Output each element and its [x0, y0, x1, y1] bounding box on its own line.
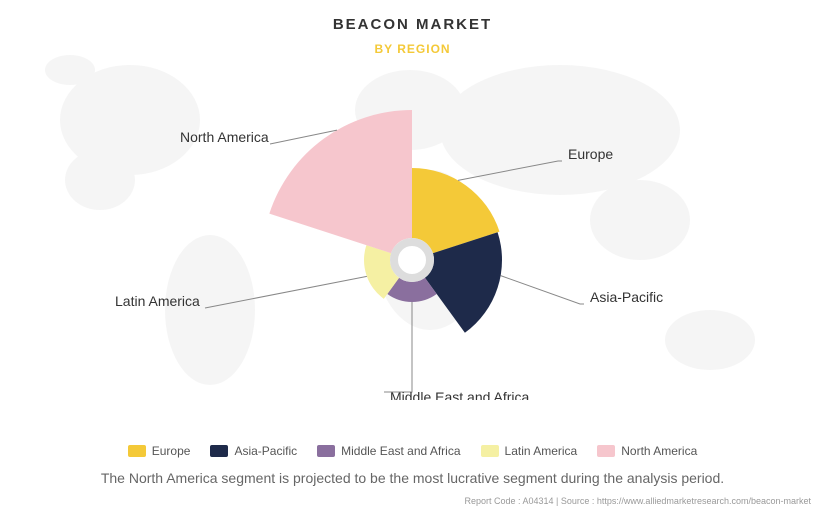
chart-subtitle: BY REGION	[0, 42, 825, 56]
legend-swatch	[481, 445, 499, 457]
slice-north-america	[269, 110, 412, 260]
legend-label: Latin America	[505, 444, 578, 458]
legend-label: Middle East and Africa	[341, 444, 460, 458]
polar-area-chart: Europe Asia-Pacific Middle East and Africa…	[0, 60, 825, 400]
legend-item: Latin America	[481, 444, 578, 458]
legend-item: Middle East and Africa	[317, 444, 460, 458]
legend-swatch	[597, 445, 615, 457]
legend-swatch	[317, 445, 335, 457]
slice-label: North America	[180, 129, 269, 145]
legend-swatch	[210, 445, 228, 457]
slice-label: Asia-Pacific	[590, 289, 663, 305]
chart-title: BEACON MARKET	[0, 16, 825, 33]
slice-label: Latin America	[115, 293, 200, 309]
slice-label: Europe	[568, 146, 613, 162]
legend-item: North America	[597, 444, 697, 458]
legend: Europe Asia-Pacific Middle East and Africa…	[0, 444, 825, 460]
legend-swatch	[128, 445, 146, 457]
legend-label: North America	[621, 444, 697, 458]
legend-label: Europe	[152, 444, 191, 458]
slice-label: Middle East and Africa	[390, 389, 530, 400]
legend-item: Asia-Pacific	[210, 444, 297, 458]
legend-item: Europe	[128, 444, 191, 458]
legend-label: Asia-Pacific	[234, 444, 297, 458]
footer-source: Report Code : A04314 | Source : https://…	[464, 496, 811, 506]
caption: The North America segment is projected t…	[0, 470, 825, 486]
